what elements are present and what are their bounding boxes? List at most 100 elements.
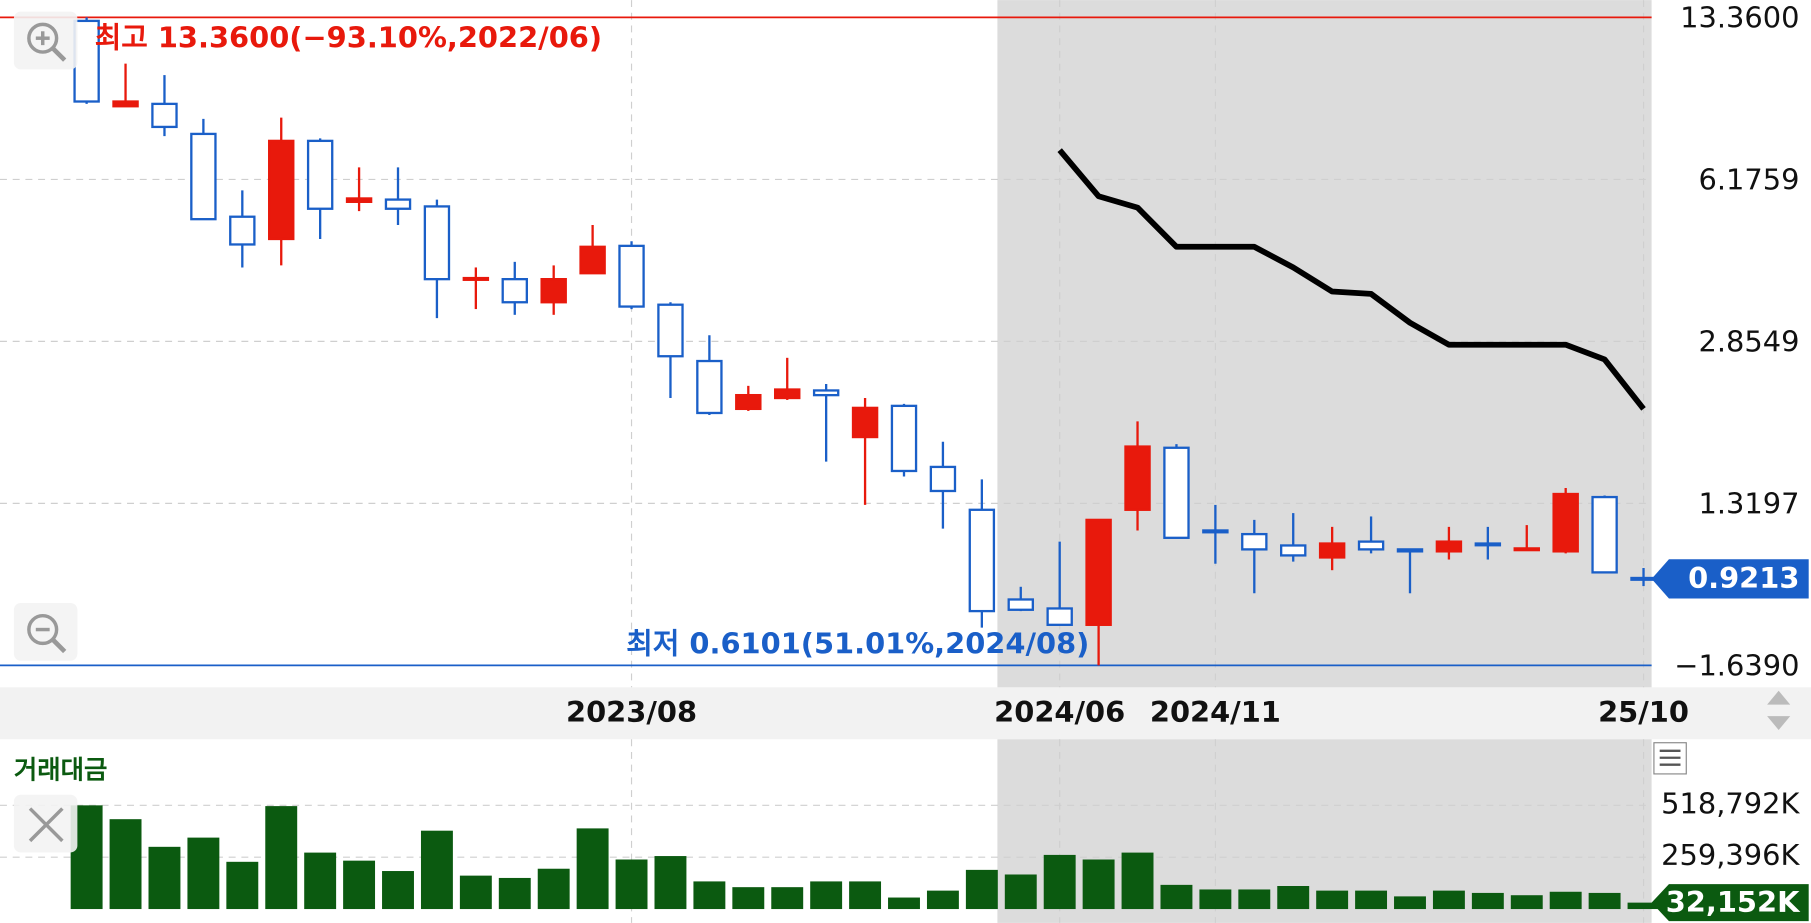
last-price-tag — [1651, 559, 1809, 599]
y-tick-label: 2.8549 — [1698, 325, 1799, 359]
volume-bar — [810, 881, 843, 910]
y-tick-label: 518,792K — [1661, 786, 1800, 820]
volume-bar — [693, 881, 726, 910]
y-tick-label: −1.6390 — [1674, 649, 1799, 683]
volume-bar — [1394, 896, 1426, 910]
candle-body — [851, 406, 879, 439]
candle-body — [306, 139, 334, 210]
zoom-out-button[interactable] — [13, 602, 78, 661]
candle-body — [384, 198, 412, 210]
x-tick-label: 2024/06 — [994, 695, 1125, 729]
volume-bar — [1160, 884, 1193, 910]
volume-bar — [1043, 854, 1076, 910]
candle-body — [501, 278, 528, 304]
volume-bar — [888, 897, 920, 910]
volume-bar — [1199, 889, 1232, 910]
candle-body — [73, 19, 100, 103]
candle-body — [657, 303, 684, 358]
candle-body — [1474, 542, 1502, 547]
candle-body — [579, 245, 606, 275]
volume-bar — [420, 830, 453, 910]
candle-body — [968, 508, 996, 613]
volume-bar — [459, 875, 492, 910]
volume-bar — [1316, 890, 1349, 910]
volume-bar — [849, 881, 882, 910]
volume-bar — [926, 890, 959, 910]
candle-body — [1552, 492, 1579, 553]
candle-body — [423, 205, 451, 281]
last-volume-label: 32,152K — [1666, 885, 1801, 919]
moving-average-line — [1057, 148, 1646, 411]
volume-bar — [1004, 874, 1037, 910]
panel-title: 거래대금 — [14, 755, 107, 785]
volume-bar — [1082, 859, 1115, 910]
candle-body — [1591, 495, 1618, 574]
x-tick-label: 2024/11 — [1150, 695, 1281, 729]
volume-bar — [615, 859, 648, 910]
volume-bar — [1588, 892, 1621, 910]
last-price-label: 0.9213 — [1688, 561, 1799, 595]
candle-body — [229, 215, 256, 246]
volume-bar — [576, 828, 609, 910]
volume-bar — [226, 861, 259, 910]
candle-body — [540, 278, 567, 304]
y-tick-label: 6.1759 — [1698, 163, 1799, 197]
candle-body — [890, 404, 918, 473]
close-indicator-button[interactable] — [13, 794, 78, 853]
x-tick-label: 2023/08 — [566, 695, 697, 729]
candle-body — [1163, 446, 1190, 539]
candle-body — [1280, 544, 1307, 557]
candle-body — [1435, 540, 1463, 553]
volume-bar — [1432, 890, 1465, 910]
candle-body — [268, 139, 295, 241]
volume-bar — [1277, 886, 1310, 910]
candle-body — [1085, 518, 1112, 626]
candle-body — [1046, 607, 1073, 626]
y-tick-label: 1.3197 — [1698, 487, 1799, 521]
volume-bar — [1471, 892, 1504, 910]
candle-body — [1241, 532, 1268, 551]
volume-bar — [265, 806, 298, 910]
candle-body — [696, 359, 723, 415]
x-tick-label: 25/10 — [1598, 695, 1689, 729]
candle-body — [929, 465, 957, 493]
volume-bar — [1549, 891, 1582, 910]
volume-bar — [654, 856, 687, 910]
candle-body — [151, 102, 178, 129]
volume-bar — [498, 877, 531, 910]
candle-body — [462, 276, 490, 281]
candle-body — [1124, 445, 1151, 511]
volume-bar — [1510, 895, 1543, 910]
last-volume-tag — [1651, 884, 1809, 922]
candle-body — [1007, 598, 1034, 611]
menu-button[interactable] — [1653, 742, 1687, 775]
candle-body — [1513, 547, 1540, 552]
x-axis-band — [0, 687, 1811, 740]
candle-body — [1357, 540, 1385, 551]
volume-bar — [148, 846, 181, 910]
candle-body — [345, 197, 373, 203]
volume-bar — [537, 868, 570, 910]
volume-bar — [965, 869, 998, 910]
candle-body — [190, 132, 217, 221]
y-tick-label: 13.3600 — [1680, 1, 1799, 35]
max-annotation: 최고 13.3600(−93.10%,2022/06) — [95, 20, 602, 54]
candle-body — [812, 389, 840, 397]
volume-bar — [1121, 852, 1154, 910]
candle-body — [774, 388, 801, 400]
volume-bar — [382, 871, 414, 910]
candle-body — [618, 244, 645, 308]
volume-bar — [304, 852, 337, 910]
volume-bar — [1627, 902, 1660, 910]
zoom-in-button[interactable] — [13, 11, 78, 70]
candle-body — [1318, 542, 1346, 559]
scroll-arrows[interactable] — [1767, 690, 1791, 731]
y-tick-label: 259,396K — [1661, 838, 1800, 872]
volume-bar — [1355, 890, 1388, 910]
min-annotation: 최저 0.6101(51.01%,2024/08) — [626, 627, 1089, 661]
volume-bar — [109, 819, 142, 910]
candle-body — [1202, 529, 1229, 534]
candle-body — [112, 100, 139, 108]
